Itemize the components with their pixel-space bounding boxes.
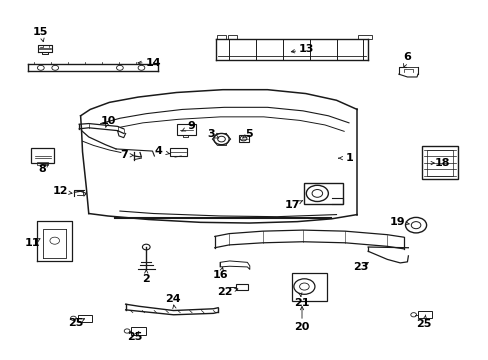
Bar [227, 35, 237, 39]
Bar [304, 183, 342, 204]
Bar [357, 35, 371, 39]
Text: 13: 13 [299, 45, 314, 54]
Text: 17: 17 [284, 201, 300, 210]
Text: 4: 4 [154, 146, 162, 156]
Bar [421, 147, 457, 179]
Text: 10: 10 [100, 116, 115, 126]
Bar [31, 148, 54, 163]
Text: 22: 22 [217, 287, 233, 297]
Text: 23: 23 [352, 262, 367, 273]
Text: 21: 21 [294, 298, 309, 308]
Text: 9: 9 [187, 121, 195, 131]
Bar [235, 284, 247, 290]
Text: 2: 2 [142, 274, 150, 284]
Text: 11: 11 [25, 238, 41, 248]
Text: 20: 20 [294, 323, 309, 333]
Bar [131, 328, 145, 334]
Text: 7: 7 [120, 150, 127, 160]
Text: 16: 16 [212, 270, 228, 280]
Text: 15: 15 [33, 27, 48, 37]
Text: 18: 18 [433, 158, 449, 168]
Text: 25: 25 [416, 319, 431, 329]
Bar [170, 148, 186, 156]
Text: 24: 24 [164, 294, 180, 304]
Text: 12: 12 [52, 186, 68, 196]
Text: 25: 25 [127, 332, 142, 342]
Text: 19: 19 [389, 217, 405, 227]
Bar [78, 315, 92, 322]
Bar [177, 124, 195, 135]
Text: 14: 14 [145, 58, 161, 68]
Text: 1: 1 [346, 153, 353, 163]
Bar [417, 311, 431, 318]
Text: 6: 6 [403, 52, 410, 62]
Text: 3: 3 [207, 129, 214, 139]
Bar [238, 135, 249, 142]
Bar [216, 35, 226, 39]
Text: 25: 25 [68, 318, 83, 328]
Text: 8: 8 [39, 165, 46, 174]
Text: 5: 5 [245, 129, 253, 139]
Bar [292, 273, 326, 301]
Bar [38, 162, 48, 165]
Bar [426, 150, 452, 176]
